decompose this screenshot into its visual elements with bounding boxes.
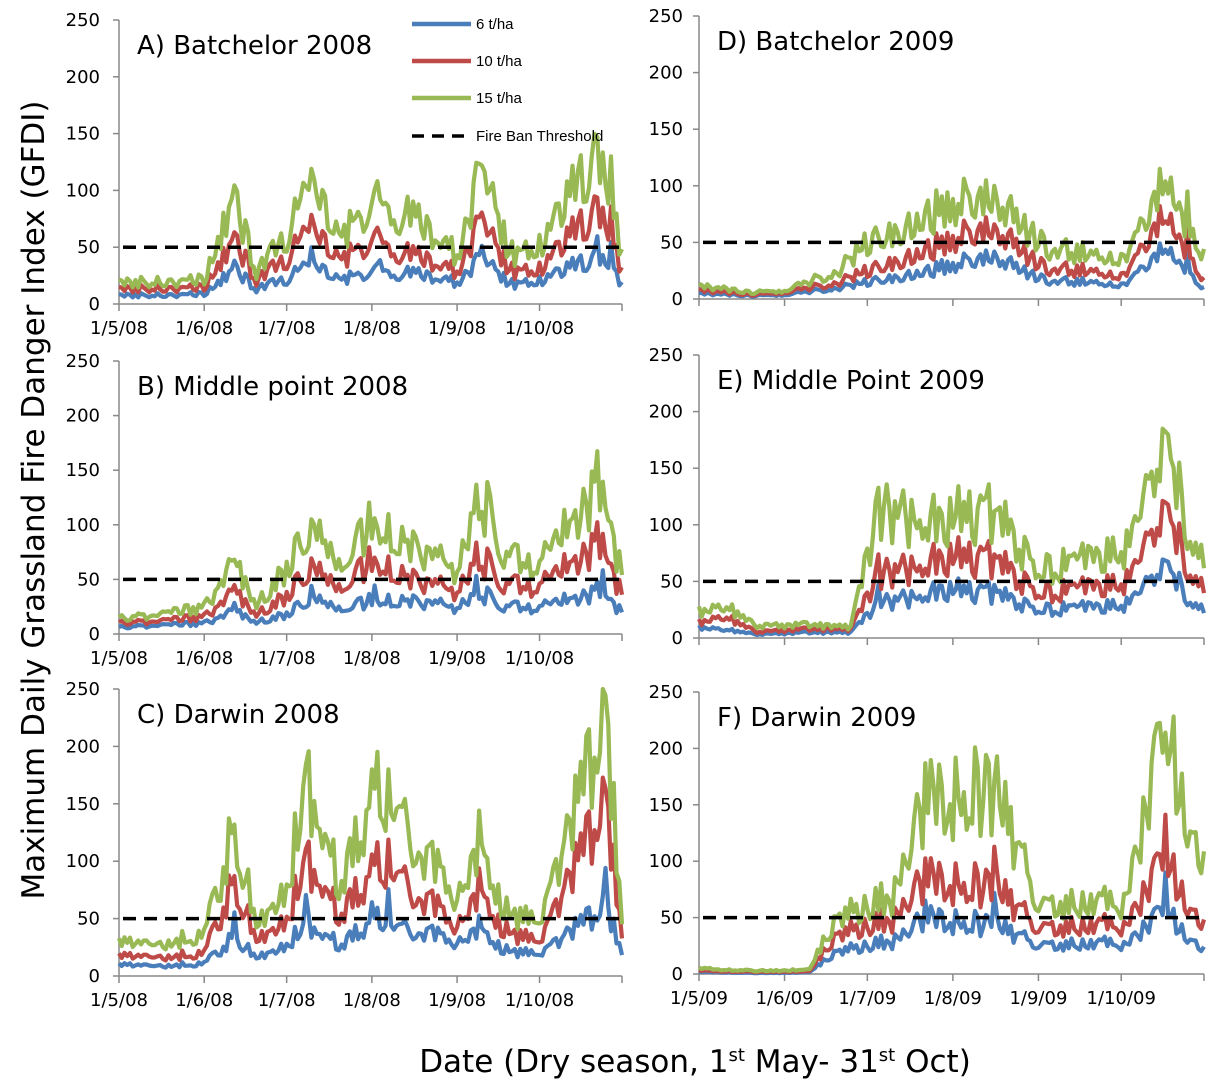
x-tick-label: 1/7/08: [258, 318, 316, 339]
panel-title: E) Middle Point 2009: [717, 366, 985, 396]
legend-label: 6 t/ha: [476, 16, 514, 33]
panel-title: C) Darwin 2008: [137, 700, 340, 730]
x-tick-label: 1/9/09: [1009, 988, 1067, 1009]
y-tick-label: 100: [66, 180, 100, 201]
chart-panel-3: 0 50 100 150 200 250 1/5/08 1/6/08 1/7/08 1/8/08 1…: [66, 679, 625, 1011]
x-tick-label: 1/8/08: [343, 318, 401, 339]
y-tick-label: 100: [649, 851, 683, 872]
y-tick-label: 50: [77, 909, 100, 930]
x-axis-label-part-1: Date (Dry season, 1: [419, 1044, 728, 1080]
x-tick-label: 1/5/08: [90, 318, 148, 339]
x-tick-label: 1/7/08: [258, 990, 316, 1011]
y-tick-label: 200: [649, 402, 683, 423]
x-tick-label: 1/6/09: [756, 988, 814, 1009]
y-tick-label: 150: [66, 460, 100, 481]
x-tick-label: 1/10/08: [505, 648, 574, 669]
y-tick-label: 200: [66, 736, 100, 757]
y-tick-label: 50: [77, 569, 100, 590]
series-line: [118, 194, 624, 295]
legend-label: 15 t/ha: [476, 90, 523, 107]
y-tick-label: 0: [89, 294, 100, 315]
x-axis-label-sup-2: st: [879, 1045, 895, 1066]
y-tick-label: 150: [66, 794, 100, 815]
chart-panel-6: 0 50 100 150 200 250 1/5/09 1/6/09 1/7/09 1/8/09 1…: [649, 682, 1207, 1009]
y-tick-label: 100: [649, 176, 683, 197]
y-tick-label: 50: [660, 232, 683, 253]
y-tick-label: 0: [672, 628, 683, 649]
x-tick-label: 1/9/08: [428, 318, 486, 339]
x-axis-label: Date (Dry season, 1st May- 31st Oct): [419, 1044, 971, 1080]
y-tick-label: 100: [649, 515, 683, 536]
series-line: [118, 131, 624, 290]
series-line: [697, 498, 1207, 636]
y-tick-label: 200: [649, 63, 683, 84]
series-line: [118, 234, 624, 300]
x-tick-label: 1/7/09: [838, 988, 896, 1009]
y-tick-label: 0: [672, 964, 683, 985]
y-tick-label: 250: [649, 6, 683, 27]
x-tick-label: 1/5/08: [90, 648, 148, 669]
panel-title: D) Batchelor 2009: [717, 27, 954, 57]
legend-label: 10 t/ha: [476, 53, 523, 70]
x-axis-label-part-2: May- 31: [745, 1044, 879, 1080]
y-tick-label: 250: [66, 351, 100, 372]
y-tick-label: 250: [649, 345, 683, 366]
x-axis-label-sup-1: st: [728, 1045, 744, 1066]
x-tick-label: 1/5/08: [90, 990, 148, 1011]
series-line: [696, 426, 1207, 632]
chart-panel-5: 0 50 100 150 200 250 E) Middle Point 2009: [649, 345, 1207, 649]
x-axis-label-part-3: Oct): [895, 1044, 971, 1080]
panel-title: B) Middle point 2008: [137, 372, 408, 402]
x-tick-label: 1/6/08: [175, 648, 233, 669]
y-tick-label: 200: [66, 406, 100, 427]
series-line: [118, 568, 624, 631]
x-tick-label: 1/9/08: [428, 648, 486, 669]
y-tick-label: 250: [66, 679, 100, 700]
y-tick-label: 0: [89, 624, 100, 645]
series-line: [698, 166, 1207, 296]
x-tick-label: 1/9/08: [428, 990, 486, 1011]
y-tick-label: 150: [66, 124, 100, 145]
x-tick-label: 1/8/08: [343, 990, 401, 1011]
panel-title: F) Darwin 2009: [717, 703, 916, 733]
series-line: [117, 686, 625, 952]
x-tick-label: 1/10/08: [505, 318, 574, 339]
x-tick-label: 1/10/09: [1087, 988, 1156, 1009]
series-line: [117, 865, 625, 970]
x-tick-label: 1/8/09: [924, 988, 982, 1009]
x-tick-label: 1/5/09: [670, 988, 728, 1009]
y-tick-label: 200: [66, 67, 100, 88]
y-tick-label: 150: [649, 458, 683, 479]
y-tick-label: 50: [660, 908, 683, 929]
legend: 6 t/ha 10 t/ha 15 t/ha Fire Ban Threshold: [412, 16, 603, 145]
chart-panels: 0 50 100 150 200 250 1/5/08 1/6/08 1/7/08 1/8/08 1…: [66, 6, 1207, 1011]
y-tick-label: 250: [649, 682, 683, 703]
y-tick-label: 50: [660, 571, 683, 592]
y-tick-label: 0: [672, 289, 683, 310]
y-tick-label: 100: [66, 851, 100, 872]
x-tick-label: 1/10/08: [505, 990, 574, 1011]
y-tick-label: 150: [649, 119, 683, 140]
y-tick-label: 0: [89, 966, 100, 987]
series-line: [698, 714, 1207, 974]
y-tick-label: 50: [77, 237, 100, 258]
series-line: [117, 449, 625, 623]
series-line: [118, 520, 625, 627]
x-tick-label: 1/6/08: [175, 318, 233, 339]
y-tick-label: 200: [649, 738, 683, 759]
chart-panel-2: 0 50 100 150 200 250 1/5/08 1/6/08 1/7/08 1/8/08 1…: [66, 351, 625, 669]
x-tick-label: 1/7/08: [258, 648, 316, 669]
x-tick-label: 1/6/08: [175, 990, 233, 1011]
x-tick-label: 1/8/08: [343, 648, 401, 669]
y-axis-label: Maximum Daily Grassland Fire Danger Inde…: [16, 100, 52, 899]
series-line: [117, 775, 625, 963]
y-tick-label: 250: [66, 10, 100, 31]
legend-label: Fire Ban Threshold: [476, 128, 603, 145]
chart-panel-4: 0 50 100 150 200 250 D) Batchelor 2009: [649, 6, 1207, 310]
panel-title: A) Batchelor 2008: [137, 31, 372, 61]
y-tick-label: 100: [66, 515, 100, 536]
chart-panel-1: 0 50 100 150 200 250 1/5/08 1/6/08 1/7/08 1/8/08 1…: [66, 10, 624, 339]
y-tick-label: 150: [649, 795, 683, 816]
